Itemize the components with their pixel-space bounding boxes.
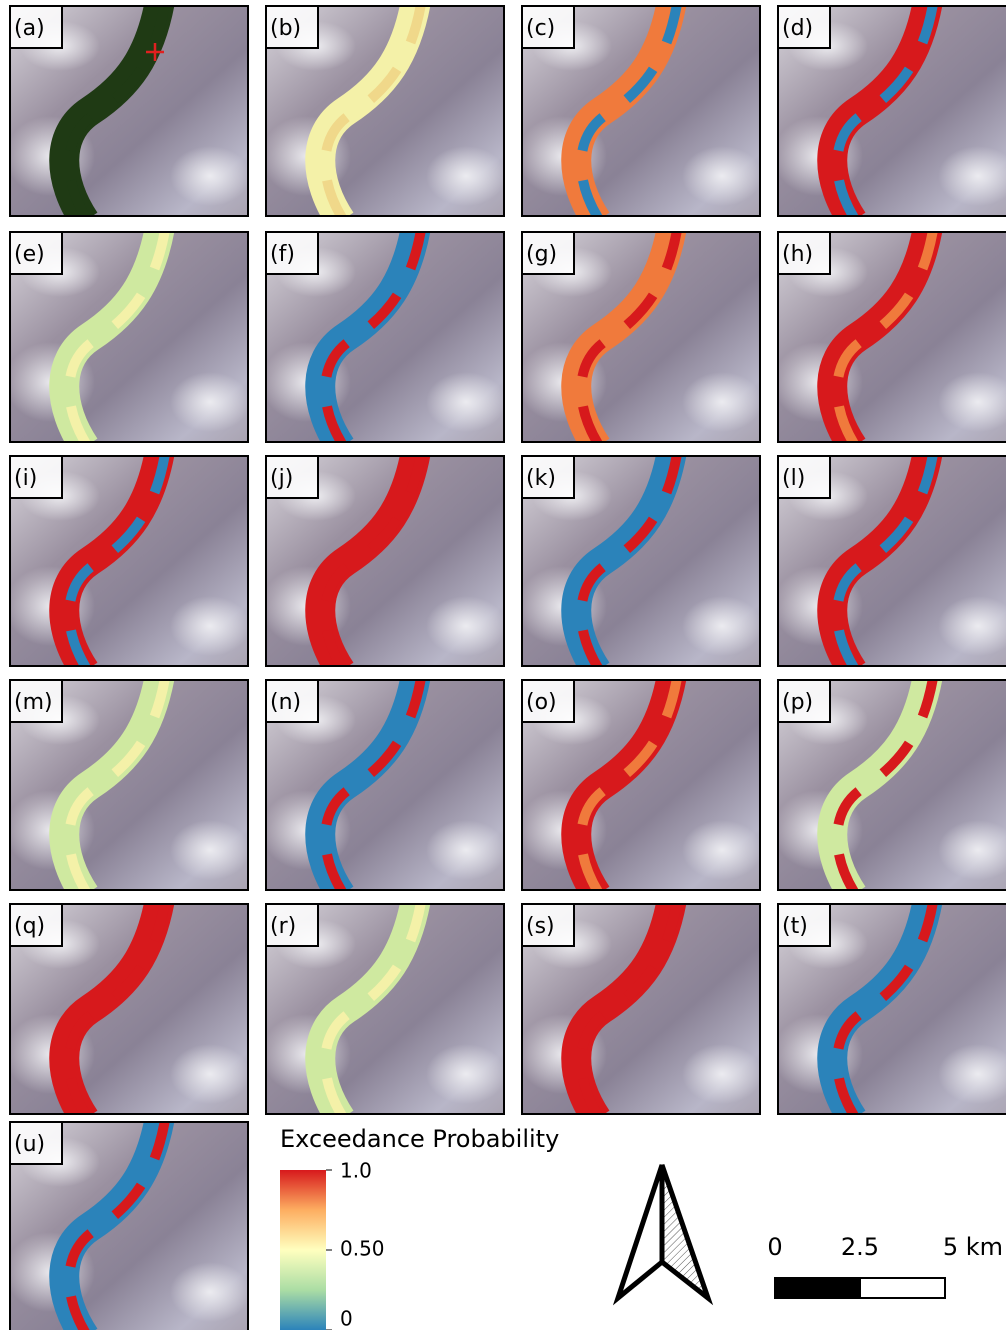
- panel-label: (e): [14, 242, 45, 267]
- map-panel: (d): [773, 1, 1006, 224]
- scale-segment: [860, 1278, 945, 1298]
- legend-title: Exceedance Probability: [280, 1125, 559, 1153]
- panel-label: (g): [526, 242, 557, 267]
- map-panel: (u): [5, 1117, 250, 1330]
- snow-patch: [170, 1044, 250, 1104]
- panel-label: (a): [14, 16, 45, 41]
- north-arrow: [618, 1165, 708, 1298]
- snow-patch: [170, 596, 250, 656]
- panel-label: (i): [14, 466, 37, 491]
- map-panel: (j): [261, 451, 506, 674]
- panel-label: (c): [526, 16, 555, 41]
- map-panel: (a): [5, 1, 250, 224]
- panel-label: (u): [14, 1132, 45, 1157]
- panel-label: (p): [782, 690, 813, 715]
- map-panel: (k): [517, 451, 762, 674]
- panel-label: (f): [270, 242, 295, 267]
- map-panel: (i): [5, 451, 250, 674]
- panel-label: (o): [526, 690, 557, 715]
- scale-label: 5 km: [943, 1233, 1003, 1261]
- map-panel: (o): [517, 675, 762, 898]
- color-bar-tick-label: 0.50: [340, 1237, 385, 1261]
- map-panel: (h): [773, 227, 1006, 450]
- panel-label: (q): [14, 914, 45, 939]
- map-panel: (s): [517, 899, 762, 1122]
- map-panel: (p): [773, 675, 1006, 898]
- snow-patch: [426, 146, 506, 206]
- color-bar: [280, 1170, 326, 1330]
- panel-label: (s): [526, 914, 555, 939]
- color-bar-tick-label: 1.0: [340, 1159, 372, 1183]
- panel-label: (k): [526, 466, 556, 491]
- panel-label: (b): [270, 16, 301, 41]
- map-panel: (q): [5, 899, 250, 1122]
- snow-patch: [170, 372, 250, 432]
- map-panel: (r): [261, 899, 506, 1122]
- panel-label: (m): [14, 690, 53, 715]
- panel-label: (n): [270, 690, 301, 715]
- snow-patch: [426, 820, 506, 880]
- color-bar-tick-label: 0: [340, 1307, 353, 1330]
- panel-label: (l): [782, 466, 805, 491]
- map-panel: (f): [261, 227, 506, 450]
- scale-bar: 0 2.5 5 km: [767, 1233, 1003, 1298]
- snow-patch: [682, 596, 762, 656]
- figure: (a) (b) (c) (d) (e) (f) (g) (h) (i) (j) (k) (l) (m) (…: [0, 0, 1006, 1330]
- snow-patch: [170, 820, 250, 880]
- map-panel: (b): [261, 1, 506, 224]
- map-panel: (n): [261, 675, 506, 898]
- panel-label: (j): [270, 466, 293, 491]
- snow-patch: [170, 146, 250, 206]
- snow-patch: [426, 372, 506, 432]
- map-panel: (m): [5, 675, 250, 898]
- panel-label: (h): [782, 242, 813, 267]
- scale-segment: [775, 1278, 860, 1298]
- snow-patch: [682, 146, 762, 206]
- map-panel: (e): [5, 227, 250, 450]
- map-panel: (t): [773, 899, 1006, 1122]
- snow-patch: [682, 820, 762, 880]
- color-bar-ticks: 1.0 0.50 0: [326, 1159, 385, 1330]
- panel-label: (t): [782, 914, 808, 939]
- snow-patch: [426, 1044, 506, 1104]
- snow-patch: [682, 1044, 762, 1104]
- snow-patch: [426, 596, 506, 656]
- map-panel: (l): [773, 451, 1006, 674]
- snow-patch: [682, 372, 762, 432]
- map-panel: (c): [517, 1, 762, 224]
- panel-label: (r): [270, 914, 296, 939]
- scale-label: 0: [767, 1233, 782, 1261]
- panel-label: (d): [782, 16, 813, 41]
- snow-patch: [170, 1262, 250, 1322]
- map-panel: (g): [517, 227, 762, 450]
- scale-label: 2.5: [841, 1233, 879, 1261]
